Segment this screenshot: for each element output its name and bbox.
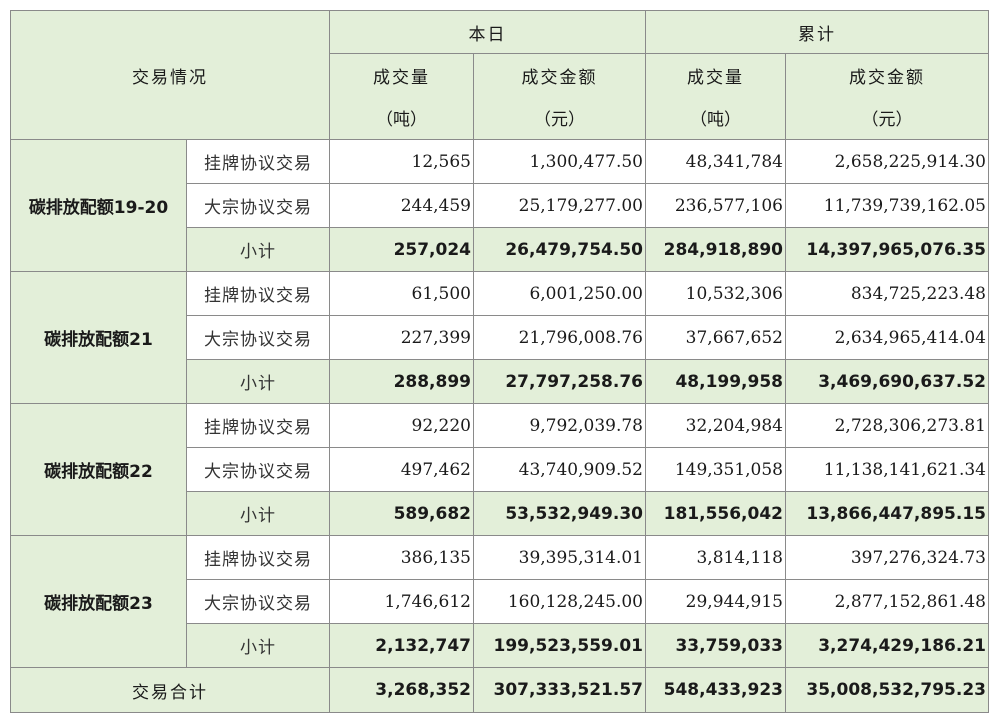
trade-type: 挂牌协议交易 bbox=[186, 271, 330, 316]
header-cum-volume: 成交量 bbox=[645, 53, 786, 97]
today-amount: 6,001,250.00 bbox=[473, 271, 646, 316]
header-today-volume: 成交量 bbox=[329, 53, 474, 97]
table-row: 大宗协议交易 244,459 25,179,277.00 236,577,106… bbox=[11, 183, 989, 228]
cum-amount: 834,725,223.48 bbox=[785, 271, 989, 316]
cum-volume: 33,759,033 bbox=[645, 623, 786, 668]
cum-volume: 10,532,306 bbox=[645, 271, 786, 316]
today-volume: 92,220 bbox=[329, 403, 474, 448]
cum-amount: 2,658,225,914.30 bbox=[785, 139, 989, 184]
today-amount: 43,740,909.52 bbox=[473, 447, 646, 492]
today-volume: 257,024 bbox=[329, 227, 474, 272]
cum-volume: 181,556,042 bbox=[645, 491, 786, 536]
subtotal-label: 小计 bbox=[186, 491, 330, 536]
table-row: 大宗协议交易 227,399 21,796,008.76 37,667,652 … bbox=[11, 315, 989, 360]
table-row: 大宗协议交易 497,462 43,740,909.52 149,351,058… bbox=[11, 447, 989, 492]
trade-type: 挂牌协议交易 bbox=[186, 535, 330, 580]
today-volume: 589,682 bbox=[329, 491, 474, 536]
cum-amount: 397,276,324.73 bbox=[785, 535, 989, 580]
today-amount: 160,128,245.00 bbox=[473, 579, 646, 624]
today-volume: 61,500 bbox=[329, 271, 474, 316]
subtotal-label: 小计 bbox=[186, 227, 330, 272]
today-amount: 199,523,559.01 bbox=[473, 623, 646, 668]
cum-volume: 29,944,915 bbox=[645, 579, 786, 624]
trade-type: 大宗协议交易 bbox=[186, 447, 330, 492]
table-row: 碳排放配额19-20 挂牌协议交易 12,565 1,300,477.50 48… bbox=[10, 139, 989, 272]
header-today-amount-unit: （元） bbox=[473, 96, 646, 140]
cum-amount: 2,634,965,414.04 bbox=[785, 315, 989, 360]
header-today-amount: 成交金额 bbox=[473, 53, 646, 97]
today-volume: 12,565 bbox=[329, 139, 474, 184]
group-name: 碳排放配额21 bbox=[10, 271, 187, 404]
table-row: 碳排放配额23 挂牌协议交易 386,135 39,395,314.01 3,8… bbox=[10, 535, 989, 668]
cum-amount: 35,008,532,795.23 bbox=[785, 667, 989, 713]
cum-volume: 236,577,106 bbox=[645, 183, 786, 228]
cum-volume: 149,351,058 bbox=[645, 447, 786, 492]
header-cum-amount-unit: （元） bbox=[785, 96, 989, 140]
table-row: 大宗协议交易 1,746,612 160,128,245.00 29,944,9… bbox=[11, 579, 989, 624]
cum-volume: 548,433,923 bbox=[645, 667, 786, 713]
cum-amount: 14,397,965,076.35 bbox=[785, 227, 989, 272]
cum-volume: 48,341,784 bbox=[645, 139, 786, 184]
grand-total-label: 交易合计 bbox=[10, 667, 330, 713]
subtotal-row: 小计 589,682 53,532,949.30 181,556,042 13,… bbox=[11, 491, 989, 536]
cum-amount: 11,138,141,621.34 bbox=[785, 447, 989, 492]
today-amount: 26,479,754.50 bbox=[473, 227, 646, 272]
today-amount: 53,532,949.30 bbox=[473, 491, 646, 536]
cum-volume: 284,918,890 bbox=[645, 227, 786, 272]
cum-amount: 3,274,429,186.21 bbox=[785, 623, 989, 668]
today-amount: 39,395,314.01 bbox=[473, 535, 646, 580]
today-amount: 21,796,008.76 bbox=[473, 315, 646, 360]
cum-volume: 3,814,118 bbox=[645, 535, 786, 580]
header-corner: 交易情况 bbox=[10, 10, 330, 140]
header-today: 本日 bbox=[329, 10, 646, 54]
subtotal-row: 小计 257,024 26,479,754.50 284,918,890 14,… bbox=[11, 227, 989, 272]
today-amount: 1,300,477.50 bbox=[473, 139, 646, 184]
today-volume: 288,899 bbox=[329, 359, 474, 404]
today-volume: 227,399 bbox=[329, 315, 474, 360]
cum-amount: 13,866,447,895.15 bbox=[785, 491, 989, 536]
trade-type: 大宗协议交易 bbox=[186, 579, 330, 624]
cum-amount: 2,728,306,273.81 bbox=[785, 403, 989, 448]
today-volume: 244,459 bbox=[329, 183, 474, 228]
group-name: 碳排放配额19-20 bbox=[10, 139, 187, 272]
header-today-volume-unit: （吨） bbox=[329, 96, 474, 140]
trade-type: 挂牌协议交易 bbox=[186, 139, 330, 184]
subtotal-label: 小计 bbox=[186, 623, 330, 668]
today-amount: 25,179,277.00 bbox=[473, 183, 646, 228]
table-body: 碳排放配额19-20 挂牌协议交易 12,565 1,300,477.50 48… bbox=[10, 139, 989, 713]
today-volume: 1,746,612 bbox=[329, 579, 474, 624]
table-row: 碳排放配额22 挂牌协议交易 92,220 9,792,039.78 32,20… bbox=[10, 403, 989, 536]
cum-volume: 48,199,958 bbox=[645, 359, 786, 404]
trade-type: 大宗协议交易 bbox=[186, 315, 330, 360]
cum-volume: 37,667,652 bbox=[645, 315, 786, 360]
trade-type: 挂牌协议交易 bbox=[186, 403, 330, 448]
today-volume: 497,462 bbox=[329, 447, 474, 492]
header-cum-volume-unit: （吨） bbox=[645, 96, 786, 140]
grand-total-row: 交易合计 3,268,352 307,333,521.57 548,433,92… bbox=[10, 667, 989, 713]
group-name: 碳排放配额22 bbox=[10, 403, 187, 536]
today-amount: 9,792,039.78 bbox=[473, 403, 646, 448]
today-amount: 27,797,258.76 bbox=[473, 359, 646, 404]
today-volume: 386,135 bbox=[329, 535, 474, 580]
table-row: 碳排放配额21 挂牌协议交易 61,500 6,001,250.00 10,53… bbox=[10, 271, 989, 404]
subtotal-row: 小计 2,132,747 199,523,559.01 33,759,033 3… bbox=[11, 623, 989, 668]
cum-volume: 32,204,984 bbox=[645, 403, 786, 448]
header-cum-amount: 成交金额 bbox=[785, 53, 989, 97]
subtotal-row: 小计 288,899 27,797,258.76 48,199,958 3,46… bbox=[11, 359, 989, 404]
group-name: 碳排放配额23 bbox=[10, 535, 187, 668]
cum-amount: 11,739,739,162.05 bbox=[785, 183, 989, 228]
trading-summary-table: 交易情况 本日 累计 成交量 成交金额 成交量 成交金额 （吨） （元） （吨）… bbox=[10, 10, 989, 713]
cum-amount: 3,469,690,637.52 bbox=[785, 359, 989, 404]
subtotal-label: 小计 bbox=[186, 359, 330, 404]
trade-type: 大宗协议交易 bbox=[186, 183, 330, 228]
today-volume: 3,268,352 bbox=[329, 667, 474, 713]
header-cumulative: 累计 bbox=[645, 10, 989, 54]
today-volume: 2,132,747 bbox=[329, 623, 474, 668]
today-amount: 307,333,521.57 bbox=[473, 667, 646, 713]
cum-amount: 2,877,152,861.48 bbox=[785, 579, 989, 624]
